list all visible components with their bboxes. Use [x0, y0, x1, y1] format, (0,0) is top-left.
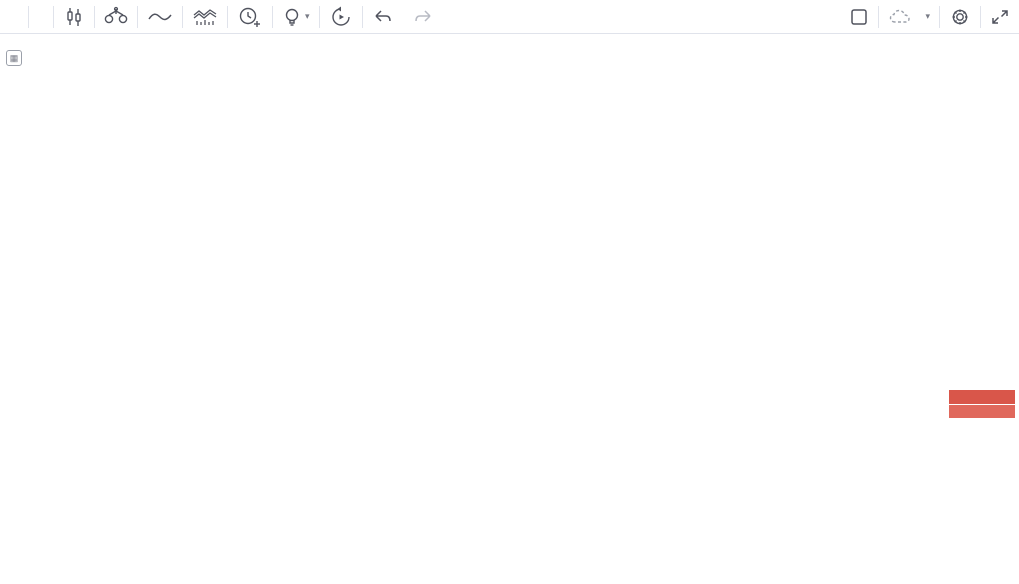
interval-button[interactable]	[29, 0, 53, 33]
compare-icon[interactable]	[95, 0, 137, 33]
toolbar-separator	[182, 5, 183, 28]
redo-icon[interactable]	[403, 0, 443, 33]
indicators-icon[interactable]	[183, 0, 227, 33]
line-tools-icon[interactable]	[138, 0, 182, 33]
ideas-bulb-button[interactable]: ▾	[273, 0, 319, 33]
bar-countdown-tag	[949, 405, 1015, 418]
cloud-save-button[interactable]: ▾	[879, 0, 939, 33]
top-toolbar: ▾	[0, 0, 1019, 34]
select-rect-icon[interactable]	[840, 0, 878, 33]
toolbar-separator	[227, 5, 228, 28]
toolbar-separator	[361, 5, 363, 28]
symbol-button[interactable]	[0, 0, 28, 33]
ohlc-legend: ▦	[6, 50, 78, 66]
chevron-down-icon: ▾	[925, 11, 930, 21]
replay-icon[interactable]	[320, 0, 362, 33]
toolbar-separator	[318, 5, 320, 28]
toolbar-separator	[28, 5, 29, 28]
chart-area[interactable]: ▦	[0, 33, 1019, 584]
toolbar-separator	[939, 5, 940, 28]
chart-style-candles-icon[interactable]	[54, 0, 94, 33]
chevron-down-icon: ▾	[305, 11, 310, 21]
chart-canvas[interactable]	[0, 33, 1019, 584]
last-price-tag	[949, 390, 1015, 404]
settings-gear-icon[interactable]	[940, 0, 980, 33]
alert-clock-icon[interactable]	[228, 0, 272, 33]
instrument-chart-icon[interactable]: ▦	[6, 50, 22, 66]
toolbar-separator	[53, 5, 54, 28]
fullscreen-icon[interactable]	[981, 0, 1019, 33]
toolbar-separator	[878, 5, 880, 28]
toolbar-separator	[94, 5, 95, 28]
toolbar-separator	[272, 5, 273, 28]
toolbar-separator	[980, 5, 981, 28]
undo-icon[interactable]	[363, 0, 403, 33]
toolbar-separator	[137, 5, 138, 28]
